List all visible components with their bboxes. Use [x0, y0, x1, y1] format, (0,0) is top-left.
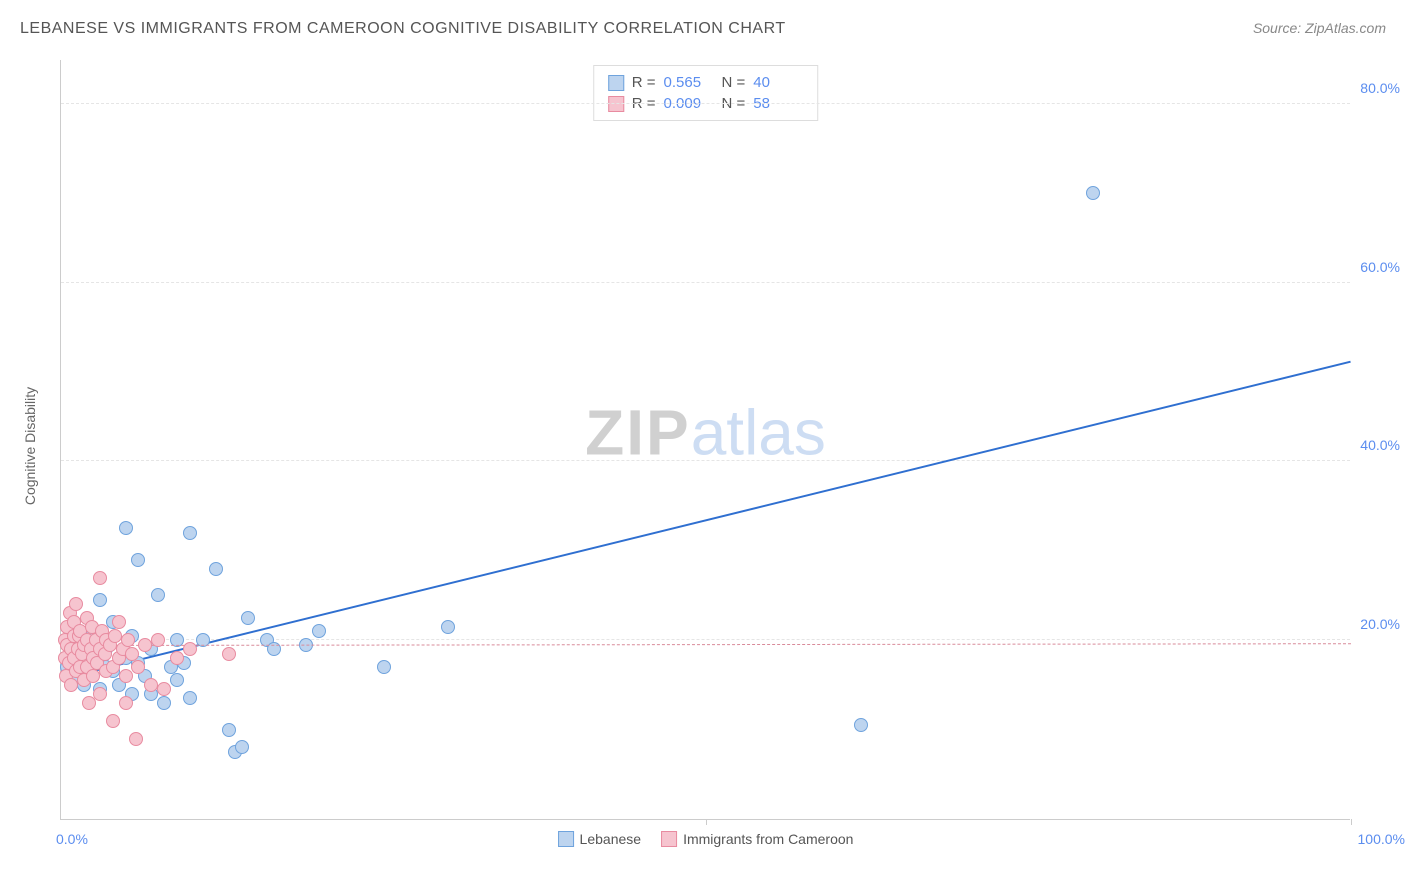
trend-line	[61, 644, 1351, 647]
scatter-point	[144, 678, 158, 692]
watermark: ZIPatlas	[585, 395, 826, 469]
legend-swatch	[608, 75, 624, 91]
scatter-point	[93, 687, 107, 701]
x-axis-min-label: 0.0%	[56, 831, 88, 847]
scatter-point	[106, 714, 120, 728]
legend-series-item: Immigrants from Cameroon	[661, 831, 853, 847]
chart-container: LEBANESE VS IMMIGRANTS FROM CAMEROON COG…	[20, 20, 1386, 872]
scatter-point	[121, 633, 135, 647]
scatter-point	[119, 696, 133, 710]
scatter-point	[119, 669, 133, 683]
watermark-zip: ZIP	[585, 396, 691, 468]
scatter-point	[157, 696, 171, 710]
gridline-h	[61, 103, 1350, 104]
legend-swatch	[558, 831, 574, 847]
scatter-point	[170, 651, 184, 665]
gridline-h	[61, 282, 1350, 283]
y-tick-label: 40.0%	[1355, 437, 1400, 453]
plot-area: ZIPatlas R =0.565N =40R =0.009N =58 Leba…	[60, 60, 1350, 820]
scatter-point	[131, 553, 145, 567]
scatter-point	[119, 521, 133, 535]
scatter-point	[170, 673, 184, 687]
scatter-point	[235, 740, 249, 754]
y-axis-label: Cognitive Disability	[22, 387, 38, 505]
r-label: R =	[632, 74, 656, 91]
gridline-h	[61, 639, 1350, 640]
x-tick	[706, 819, 707, 825]
scatter-point	[1086, 186, 1100, 200]
scatter-point	[131, 660, 145, 674]
legend-series-label: Lebanese	[580, 831, 642, 847]
scatter-point	[112, 615, 126, 629]
scatter-point	[125, 647, 139, 661]
scatter-point	[377, 660, 391, 674]
x-axis-max-label: 100.0%	[1358, 831, 1405, 847]
watermark-atlas: atlas	[691, 396, 826, 468]
scatter-point	[183, 691, 197, 705]
legend-correlation: R =0.565N =40R =0.009N =58	[593, 65, 819, 121]
y-tick-label: 60.0%	[1355, 259, 1400, 275]
scatter-point	[183, 526, 197, 540]
legend-series-label: Immigrants from Cameroon	[683, 831, 853, 847]
trend-line	[61, 361, 1351, 680]
scatter-point	[151, 633, 165, 647]
gridline-h	[61, 460, 1350, 461]
scatter-point	[86, 669, 100, 683]
scatter-point	[183, 642, 197, 656]
y-tick-label: 20.0%	[1355, 616, 1400, 632]
scatter-point	[138, 638, 152, 652]
source-label: Source: ZipAtlas.com	[1253, 20, 1386, 36]
scatter-point	[854, 718, 868, 732]
r-value: 0.565	[664, 74, 714, 91]
legend-series: Lebanese Immigrants from Cameroon	[558, 831, 854, 847]
scatter-point	[209, 562, 223, 576]
scatter-point	[222, 647, 236, 661]
scatter-point	[151, 588, 165, 602]
legend-series-item: Lebanese	[558, 831, 642, 847]
y-tick-label: 80.0%	[1355, 80, 1400, 96]
scatter-point	[441, 620, 455, 634]
n-value: 40	[753, 74, 803, 91]
scatter-point	[93, 571, 107, 585]
legend-swatch	[661, 831, 677, 847]
scatter-point	[157, 682, 171, 696]
x-tick	[1351, 819, 1352, 825]
scatter-point	[312, 624, 326, 638]
scatter-point	[129, 732, 143, 746]
scatter-point	[69, 597, 83, 611]
scatter-point	[108, 629, 122, 643]
scatter-point	[222, 723, 236, 737]
scatter-point	[241, 611, 255, 625]
legend-correlation-row: R = 0.565 N = 40	[608, 72, 804, 93]
n-label: N =	[722, 74, 746, 91]
scatter-point	[64, 678, 78, 692]
scatter-point	[93, 593, 107, 607]
chart-title: LEBANESE VS IMMIGRANTS FROM CAMEROON COG…	[20, 20, 786, 38]
